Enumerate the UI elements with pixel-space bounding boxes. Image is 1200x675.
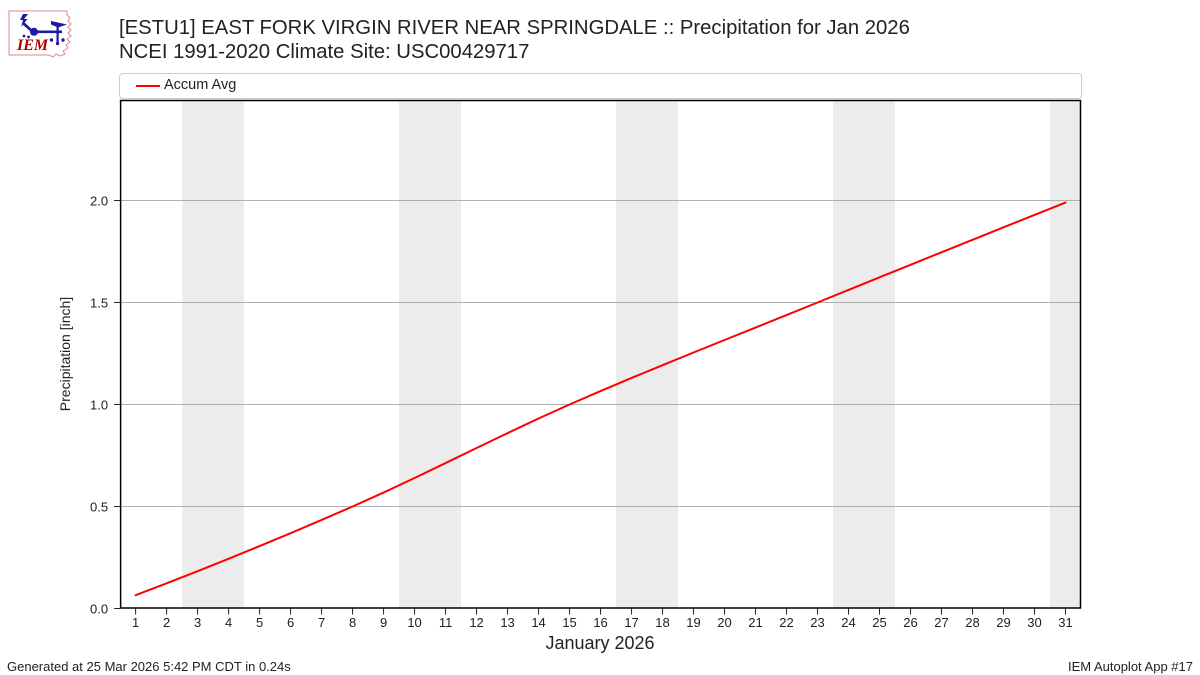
- svg-text:5: 5: [256, 615, 263, 630]
- svg-text:31: 31: [1058, 615, 1072, 630]
- svg-text:20: 20: [717, 615, 731, 630]
- svg-text:18: 18: [655, 615, 669, 630]
- svg-text:3: 3: [194, 615, 201, 630]
- svg-text:15: 15: [562, 615, 576, 630]
- svg-text:7: 7: [318, 615, 325, 630]
- svg-text:21: 21: [748, 615, 762, 630]
- svg-text:23: 23: [810, 615, 824, 630]
- svg-text:1: 1: [132, 615, 139, 630]
- svg-text:4: 4: [225, 615, 232, 630]
- svg-text:10: 10: [407, 615, 421, 630]
- svg-text:2.0: 2.0: [90, 194, 108, 209]
- svg-text:8: 8: [349, 615, 356, 630]
- svg-text:29: 29: [996, 615, 1010, 630]
- svg-text:1.0: 1.0: [90, 398, 108, 413]
- svg-text:17: 17: [624, 615, 638, 630]
- svg-text:14: 14: [531, 615, 545, 630]
- svg-text:16: 16: [593, 615, 607, 630]
- svg-text:January 2026: January 2026: [545, 633, 654, 653]
- svg-text:0.5: 0.5: [90, 500, 108, 515]
- svg-text:19: 19: [686, 615, 700, 630]
- svg-text:11: 11: [439, 615, 453, 630]
- svg-text:Precipitation [inch]: Precipitation [inch]: [57, 297, 73, 411]
- svg-text:25: 25: [872, 615, 886, 630]
- svg-text:24: 24: [841, 615, 855, 630]
- svg-text:12: 12: [469, 615, 483, 630]
- svg-text:0.0: 0.0: [90, 602, 108, 617]
- svg-text:26: 26: [903, 615, 917, 630]
- svg-text:28: 28: [965, 615, 979, 630]
- svg-text:22: 22: [779, 615, 793, 630]
- svg-text:1.5: 1.5: [90, 296, 108, 311]
- svg-text:13: 13: [500, 615, 514, 630]
- svg-text:30: 30: [1027, 615, 1041, 630]
- svg-text:2: 2: [163, 615, 170, 630]
- svg-text:27: 27: [934, 615, 948, 630]
- svg-text:9: 9: [380, 615, 387, 630]
- svg-text:6: 6: [287, 615, 294, 630]
